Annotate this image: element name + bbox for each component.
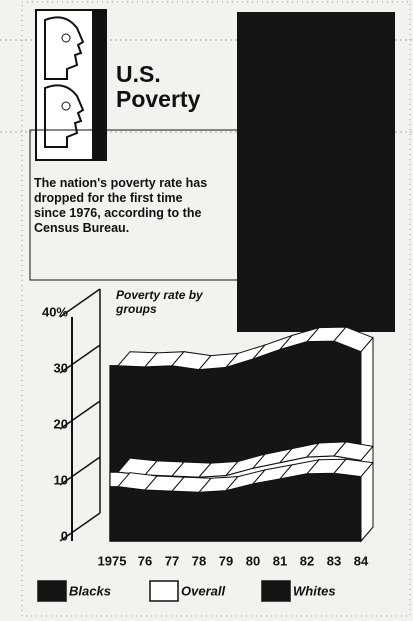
legend-swatch	[261, 580, 291, 602]
x-tick-label: 83	[327, 553, 341, 568]
x-tick-label: 79	[219, 553, 233, 568]
x-tick-label: 76	[138, 553, 152, 568]
text-panel	[29, 129, 241, 281]
frame	[21, 1, 411, 617]
y-tick	[59, 456, 101, 486]
series-2	[109, 458, 374, 543]
x-tick-label: 84	[354, 553, 369, 568]
x-tick-label: 77	[165, 553, 179, 568]
y-tick	[59, 400, 101, 430]
y-tick-label: 0	[61, 528, 68, 543]
y-tick-label: 30	[54, 360, 68, 375]
chart-subtitle: The nation's poverty rate has dropped fo…	[34, 176, 208, 235]
illustration	[35, 9, 107, 161]
x-tick-label: 1975	[98, 553, 127, 568]
ribbon-end	[360, 461, 374, 543]
x-tick-label: 81	[273, 553, 287, 568]
legend-swatch	[37, 580, 67, 602]
chart-title: U.S. Poverty	[116, 61, 201, 112]
legend-swatch	[149, 580, 179, 602]
x-tick-label: 82	[300, 553, 314, 568]
y-tick	[59, 288, 101, 318]
y-tick-label: 40%	[42, 304, 68, 319]
y-tick-label: 10	[54, 472, 68, 487]
decor-bar	[237, 12, 395, 332]
y-tick	[59, 344, 101, 374]
x-tick-label: 78	[192, 553, 206, 568]
annotation: Poverty rate by groups	[116, 288, 203, 316]
legend-label: Overall	[181, 583, 225, 598]
x-tick-label: 80	[246, 553, 260, 568]
legend-label: Blacks	[69, 583, 111, 598]
y-tick-label: 20	[54, 416, 68, 431]
legend-label: Whites	[293, 583, 336, 598]
y-tick	[59, 512, 101, 542]
